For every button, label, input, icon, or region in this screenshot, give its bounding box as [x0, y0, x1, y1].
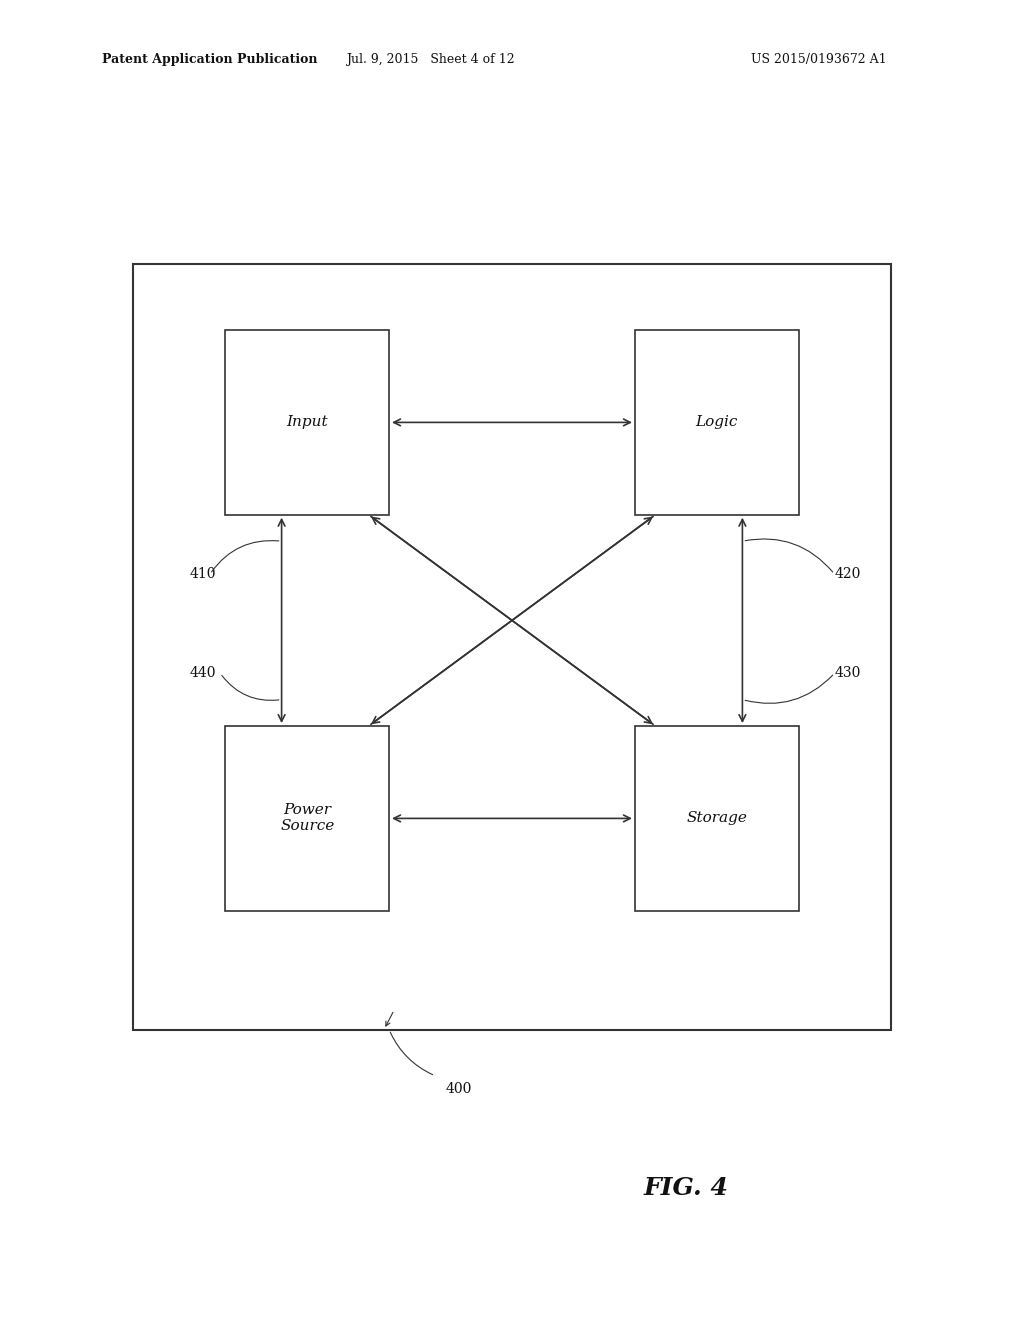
FancyBboxPatch shape — [225, 330, 389, 515]
Text: Storage: Storage — [686, 812, 748, 825]
Text: 410: 410 — [189, 568, 216, 581]
FancyBboxPatch shape — [635, 726, 799, 911]
Text: Logic: Logic — [695, 416, 738, 429]
Text: 430: 430 — [835, 667, 861, 680]
Text: 420: 420 — [835, 568, 861, 581]
Text: Input: Input — [287, 416, 328, 429]
Text: 400: 400 — [445, 1082, 472, 1096]
Text: Power
Source: Power Source — [281, 804, 334, 833]
FancyBboxPatch shape — [635, 330, 799, 515]
Text: Patent Application Publication: Patent Application Publication — [102, 53, 317, 66]
Text: 440: 440 — [189, 667, 216, 680]
Text: FIG. 4: FIG. 4 — [644, 1176, 728, 1200]
FancyBboxPatch shape — [133, 264, 891, 1030]
Text: Jul. 9, 2015   Sheet 4 of 12: Jul. 9, 2015 Sheet 4 of 12 — [346, 53, 514, 66]
FancyBboxPatch shape — [225, 726, 389, 911]
Text: US 2015/0193672 A1: US 2015/0193672 A1 — [752, 53, 887, 66]
